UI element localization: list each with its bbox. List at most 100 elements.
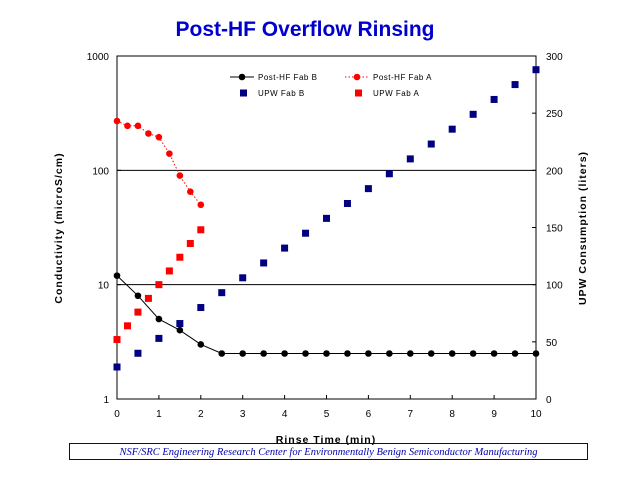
data-point (134, 122, 142, 130)
legend: Post-HF Fab B Post-HF Fab A UPW Fab B UPW F… (230, 73, 432, 98)
data-point (490, 350, 498, 357)
data-point (386, 350, 393, 357)
gridlines (117, 169, 536, 286)
data-point (113, 117, 121, 125)
legend-swatch (355, 89, 362, 97)
y-left-tick-label: 10 (98, 281, 110, 292)
x-tick-label: 1 (156, 409, 162, 420)
data-point (113, 336, 121, 344)
data-point (281, 244, 289, 252)
x-tick-label: 0 (114, 409, 120, 420)
plot-frame (116, 55, 537, 400)
data-point (302, 229, 310, 237)
data-point (239, 350, 246, 357)
data-point (176, 326, 184, 334)
data-point (511, 81, 519, 89)
x-tick-label: 5 (324, 409, 330, 420)
data-point (155, 334, 163, 342)
data-point (134, 292, 142, 300)
legend-label: Post-HF Fab A (373, 73, 432, 82)
x-tick-label: 2 (198, 409, 204, 420)
data-point (197, 226, 205, 234)
data-point (427, 140, 435, 148)
data-point (155, 281, 163, 289)
data-marks (113, 66, 540, 371)
data-point (448, 350, 456, 357)
data-point (176, 172, 184, 179)
data-point (260, 259, 268, 267)
data-point (323, 214, 330, 222)
legend-label: UPW Fab A (373, 89, 419, 98)
x-tick-label: 3 (240, 409, 246, 420)
data-point (145, 130, 152, 137)
data-point (323, 350, 330, 357)
y-right-tick-label: 100 (546, 281, 563, 292)
y-right-tick-label: 250 (546, 109, 563, 120)
y-left-axis-ticks: 1 10 100 1000 (87, 52, 121, 406)
data-point (469, 350, 477, 357)
data-point (123, 322, 131, 330)
data-point (532, 66, 540, 74)
data-point (165, 267, 173, 275)
data-point (113, 363, 121, 371)
data-point (176, 320, 184, 328)
data-point (365, 350, 372, 357)
data-point (155, 315, 163, 323)
x-tick-label: 10 (530, 409, 542, 420)
data-point (187, 188, 194, 196)
data-point (490, 95, 498, 103)
data-point (427, 350, 435, 357)
data-point (186, 240, 194, 248)
y-left-tick-label: 1 (103, 395, 109, 406)
data-point (260, 350, 267, 357)
data-point (176, 253, 184, 261)
y-right-tick-label: 150 (546, 224, 563, 235)
y-right-tick-label: 300 (546, 52, 563, 63)
data-point (166, 150, 173, 157)
legend-label: Post-HF Fab B (258, 73, 317, 82)
data-point (218, 289, 226, 297)
legend-swatch (353, 73, 361, 81)
y-left-axis-label: Conductivity (microS/cm) (53, 152, 65, 303)
y-right-tick-label: 0 (546, 395, 552, 406)
data-point (197, 341, 205, 348)
data-point (469, 110, 477, 118)
x-tick-label: 7 (408, 409, 414, 420)
x-tick-label: 8 (449, 409, 455, 420)
data-point (407, 350, 414, 357)
data-point (343, 199, 351, 207)
y-right-axis-label: UPW Consumption (liters) (577, 151, 589, 305)
y-right-axis-ticks: 0 50 100 150 200 250 300 (532, 52, 563, 406)
x-tick-label: 4 (282, 409, 288, 420)
y-left-tick-label: 100 (92, 166, 109, 177)
data-point (511, 350, 519, 357)
data-point (155, 133, 163, 141)
data-point (197, 304, 205, 312)
footer-credit: NSF/SRC Engineering Research Center for … (69, 443, 588, 460)
data-point (197, 201, 205, 209)
y-right-tick-label: 50 (546, 338, 558, 349)
data-point (281, 350, 288, 357)
legend-swatch (238, 73, 246, 81)
data-point (134, 308, 142, 316)
data-point (385, 170, 393, 178)
data-point (239, 274, 247, 282)
data-point (344, 350, 351, 357)
x-axis-ticks: 0 1 2 3 4 5 6 7 8 9 10 (114, 395, 542, 420)
data-point (113, 272, 121, 279)
series-line (116, 275, 536, 354)
data-point (364, 185, 372, 193)
data-point (532, 350, 540, 357)
data-point (406, 155, 414, 163)
data-point (124, 122, 131, 130)
data-point (134, 349, 142, 357)
data-point (302, 350, 309, 357)
data-point (144, 294, 152, 302)
data-point (448, 125, 456, 133)
y-left-tick-label: 1000 (87, 52, 110, 63)
y-right-tick-label: 200 (546, 166, 563, 177)
page-title: Post-HF Overflow Rinsing (175, 18, 435, 41)
legend-swatch (240, 89, 247, 97)
x-tick-label: 9 (491, 409, 497, 420)
